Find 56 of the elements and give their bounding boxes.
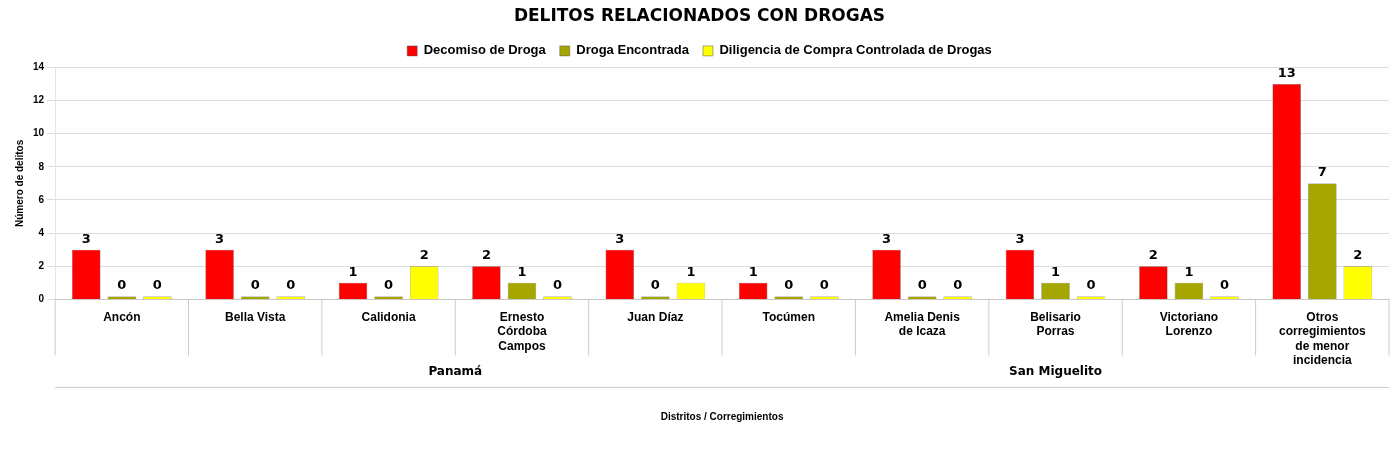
x-tick-label: Ernesto Córdoba Campos xyxy=(497,309,547,353)
chart-title: DELITOS RELACIONADOS CON DROGAS xyxy=(513,4,886,25)
data-label: 0 xyxy=(1219,277,1230,293)
x-tick-label: Bella Vista xyxy=(224,309,286,324)
data-label: 0 xyxy=(117,277,127,293)
data-label: 0 xyxy=(784,277,794,293)
data-label: 3 xyxy=(215,230,225,246)
x-tick-label: Calidonia xyxy=(361,309,416,324)
x-tick-label: Ancón xyxy=(103,309,141,324)
x-tick-label: Tocúmen xyxy=(762,309,815,324)
data-label: 13 xyxy=(1277,64,1296,80)
data-label: 1 xyxy=(517,263,527,279)
data-label: 0 xyxy=(819,277,829,293)
text: San Miguelito xyxy=(1009,363,1103,378)
text: Panamá xyxy=(428,363,483,378)
data-label: 0 xyxy=(250,277,260,293)
data-label: 3 xyxy=(882,230,892,246)
x-tick-label: Amelia Denis de Icaza xyxy=(884,309,961,339)
y-tick-label: 6 xyxy=(38,193,45,205)
legend-label: Diligencia de Compra Controlada de Drogas xyxy=(719,42,992,58)
data-label: 0 xyxy=(384,277,394,293)
data-label: 3 xyxy=(1015,230,1025,246)
data-label: 7 xyxy=(1317,164,1327,180)
y-tick-label: 0 xyxy=(38,293,45,305)
y-tick-label: 12 xyxy=(33,94,45,106)
x-tick-label: Victoriano Lorenzo xyxy=(1159,309,1219,339)
legend-label: Droga Encontrada xyxy=(576,42,690,58)
data-label: 0 xyxy=(917,277,927,293)
data-label: 3 xyxy=(615,230,625,246)
legend-label: Decomiso de Droga xyxy=(423,42,547,58)
x-tick-label: Juan Díaz xyxy=(627,309,684,324)
y-axis-title: Número de delitos xyxy=(13,139,25,228)
data-label: 2 xyxy=(1148,247,1158,263)
data-label: 1 xyxy=(348,263,358,279)
data-label: 0 xyxy=(553,277,563,293)
x-tick-label: Belisario Porras xyxy=(1030,309,1081,339)
data-label: 0 xyxy=(152,277,162,293)
y-tick-label: 4 xyxy=(38,226,45,238)
x-tick-label: Otros corregimientos de menor incidencia xyxy=(1278,309,1366,368)
x-axis-title: Distritos / Corregimientos xyxy=(660,410,784,422)
data-label: 2 xyxy=(419,247,429,263)
data-label: 1 xyxy=(686,263,696,279)
y-tick-label: 8 xyxy=(38,160,45,172)
data-label: 0 xyxy=(1086,277,1096,293)
data-label: 1 xyxy=(748,263,758,279)
y-tick-label: 14 xyxy=(33,61,45,73)
data-label: 2 xyxy=(1353,247,1363,263)
y-tick-label: 2 xyxy=(38,260,45,272)
data-label: 1 xyxy=(1184,263,1194,279)
data-label: 0 xyxy=(953,277,963,293)
data-label: 3 xyxy=(81,230,91,246)
data-label: 2 xyxy=(481,247,491,263)
data-label: 1 xyxy=(1051,263,1061,279)
data-label: 0 xyxy=(286,277,296,293)
data-label: 0 xyxy=(650,277,660,293)
y-tick-label: 10 xyxy=(33,127,45,139)
